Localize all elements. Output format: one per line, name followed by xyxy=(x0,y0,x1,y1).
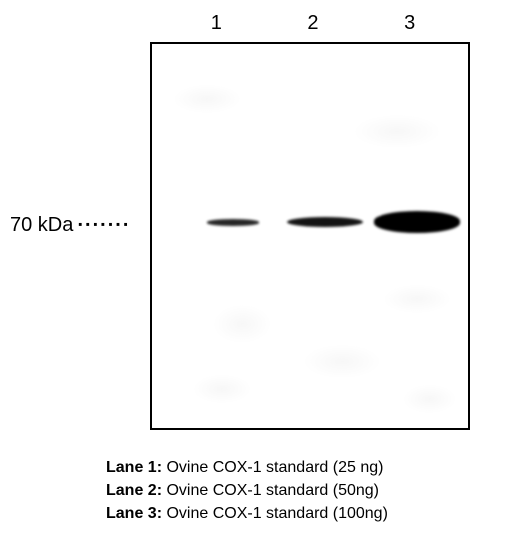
blot-band-lane-3 xyxy=(374,211,460,233)
western-blot-membrane xyxy=(152,44,468,428)
legend-lane-desc: Ovine COX-1 standard (50ng) xyxy=(162,482,379,499)
lane-number: 1 xyxy=(186,12,246,35)
legend-lane-label: Lane 1: xyxy=(106,459,162,476)
lane-number: 2 xyxy=(283,12,343,35)
blot-smudge xyxy=(302,344,382,379)
marker-text: 70 kDa xyxy=(10,214,73,237)
blot-smudge xyxy=(172,84,242,114)
figure-canvas: 1 2 3 70 kDa ∙∙∙∙∙∙∙ Lane 1: Ovine COX-1… xyxy=(0,0,522,540)
lane-headers: 1 2 3 xyxy=(168,12,458,35)
western-blot-frame xyxy=(150,42,470,430)
marker-dots: ∙∙∙∙∙∙∙ xyxy=(77,214,130,237)
blot-band-lane-2 xyxy=(287,217,363,227)
molecular-weight-marker: 70 kDa ∙∙∙∙∙∙∙ xyxy=(10,214,130,237)
legend-lane-desc: Ovine COX-1 standard (100ng) xyxy=(162,505,388,522)
blot-smudge xyxy=(212,304,272,344)
legend-lane-desc: Ovine COX-1 standard (25 ng) xyxy=(162,459,383,476)
blot-smudge xyxy=(382,284,452,314)
lane-number: 3 xyxy=(380,12,440,35)
legend-row: Lane 2: Ovine COX-1 standard (50ng) xyxy=(106,479,388,502)
blot-smudge xyxy=(192,374,252,404)
legend-row: Lane 3: Ovine COX-1 standard (100ng) xyxy=(106,502,388,525)
lane-legend: Lane 1: Ovine COX-1 standard (25 ng) Lan… xyxy=(106,456,388,526)
blot-smudge xyxy=(402,384,457,414)
legend-row: Lane 1: Ovine COX-1 standard (25 ng) xyxy=(106,456,388,479)
legend-lane-label: Lane 3: xyxy=(106,505,162,522)
blot-smudge xyxy=(352,114,442,149)
blot-band-lane-1 xyxy=(207,219,259,226)
legend-lane-label: Lane 2: xyxy=(106,482,162,499)
